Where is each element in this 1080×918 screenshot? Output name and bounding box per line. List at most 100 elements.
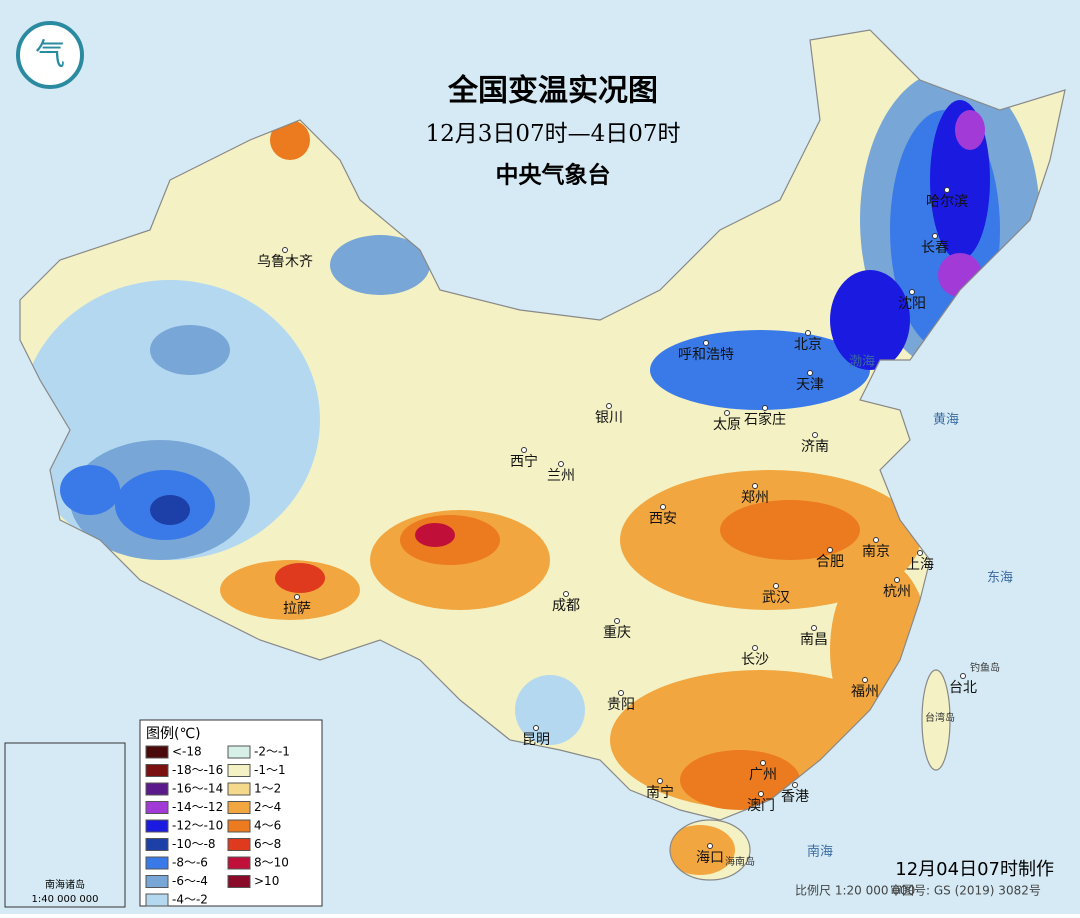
island-label: 台湾岛 <box>925 711 955 724</box>
city-label: 哈尔滨 <box>926 194 968 210</box>
inset-title: 南海诸岛 <box>45 878 85 891</box>
city-dot <box>862 677 868 683</box>
city-dot <box>558 461 564 467</box>
legend-label: -6～-4 <box>172 874 208 888</box>
legend-title: 图例(℃) <box>146 726 201 742</box>
city-dot <box>762 405 768 411</box>
city-dot <box>960 673 966 679</box>
city-label: 香港 <box>781 789 809 805</box>
legend-label: -18～-16 <box>172 763 223 777</box>
city-label: 兰州 <box>547 468 575 484</box>
city-label: 昆明 <box>522 732 550 748</box>
island-label: 海南岛 <box>725 855 755 868</box>
inset-scale: 1:40 000 000 <box>32 894 99 905</box>
city-label: 武汉 <box>762 590 790 606</box>
legend-label: 4～6 <box>254 819 281 833</box>
legend-swatch <box>227 782 251 796</box>
scale: 比例尺 1:20 000 000 <box>795 884 915 898</box>
city-dot <box>614 618 620 624</box>
city-dot <box>724 410 730 416</box>
city-dot <box>282 247 288 253</box>
city-label: 南京 <box>862 544 890 560</box>
city-label: 北京 <box>794 337 822 353</box>
legend-swatch <box>227 856 251 870</box>
city-label: 海口 <box>696 850 724 866</box>
city-dot <box>932 233 938 239</box>
city-dot <box>657 778 663 784</box>
city-dot <box>606 403 612 409</box>
city-dot <box>894 577 900 583</box>
city-label: 石家庄 <box>744 411 786 428</box>
city-dot <box>792 782 798 788</box>
legend-swatch <box>227 745 251 759</box>
city-label: 杭州 <box>883 584 911 600</box>
city-dot <box>773 583 779 589</box>
city-label: 济南 <box>801 439 829 455</box>
subtitle: 12月3日07时—4日07时 <box>425 121 680 147</box>
legend-swatch <box>227 819 251 833</box>
city-dot <box>618 690 624 696</box>
city-dot <box>812 432 818 438</box>
city-dot <box>533 725 539 731</box>
city-label: 合肥 <box>816 554 844 570</box>
island-label: 钓鱼岛 <box>970 661 1000 674</box>
city-dot <box>752 483 758 489</box>
city-label: 重庆 <box>603 625 631 641</box>
city-dot <box>521 447 527 453</box>
sea-label: 东海 <box>987 571 1013 586</box>
city-dot <box>909 289 915 295</box>
city-label: 南宁 <box>646 784 674 801</box>
legend-swatch <box>227 875 251 888</box>
city-label: 沈阳 <box>898 296 926 312</box>
city-label: 南昌 <box>800 632 828 648</box>
city-label: 长春 <box>921 240 949 256</box>
city-label: 乌鲁木齐 <box>257 254 313 270</box>
legend-swatch <box>227 764 251 777</box>
sea-label: 黄海 <box>933 413 959 428</box>
logo <box>16 21 84 89</box>
city-label: 贵阳 <box>607 697 635 713</box>
legend-label: <-18 <box>172 745 202 759</box>
city-label: 西安 <box>649 511 677 527</box>
city-label: 太原 <box>713 417 741 433</box>
inset: 南海诸岛 1:40 000 000 <box>4 742 126 908</box>
legend-swatch <box>145 745 169 759</box>
title: 全国变温实况图 <box>447 74 658 109</box>
logo-mark: 气 <box>35 38 65 73</box>
sea-label: 南海 <box>807 844 833 860</box>
city-label: 郑州 <box>741 490 769 506</box>
city-label: 福州 <box>851 684 879 700</box>
legend-swatch <box>145 782 169 796</box>
city-label: 西宁 <box>510 453 538 470</box>
city-label: 广州 <box>749 767 777 783</box>
made-time: 12月04日07时制作 <box>895 859 1054 880</box>
city-dot <box>805 330 811 336</box>
sea-label: 渤海 <box>849 354 875 370</box>
city-label: 银川 <box>595 410 623 426</box>
city-dot <box>758 791 764 797</box>
city-label: 呼和浩特 <box>678 347 734 363</box>
city-dot <box>752 645 758 651</box>
legend-label: 8～10 <box>254 856 289 870</box>
map-number: 审图号: GS (2019) 3082号 <box>890 883 1041 898</box>
legend-swatch <box>145 764 169 777</box>
city-dot <box>917 550 923 556</box>
source: 中央气象台 <box>496 162 611 189</box>
legend-swatch <box>227 801 251 814</box>
city-dot <box>811 625 817 631</box>
city-dot <box>660 504 666 510</box>
legend-swatch <box>145 819 169 833</box>
city-dot <box>703 340 709 346</box>
legend-label: -10～-8 <box>172 837 216 851</box>
legend-label: 1～2 <box>254 782 281 796</box>
city-dot <box>707 843 713 849</box>
legend-swatch <box>145 893 169 907</box>
city-dot <box>294 594 300 600</box>
city-dot <box>873 537 879 543</box>
legend-label: -4～-2 <box>172 893 208 907</box>
legend-label: 6～8 <box>254 837 281 851</box>
legend-swatch <box>145 838 169 851</box>
legend-label: -8～-6 <box>172 856 208 870</box>
city-dot <box>563 591 569 597</box>
